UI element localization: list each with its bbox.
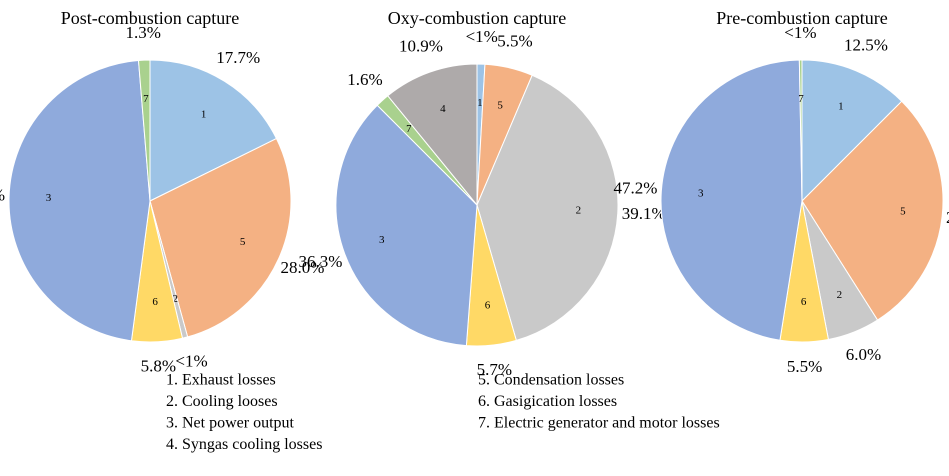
value-label: 6.0% bbox=[846, 345, 881, 364]
value-label: 5.5% bbox=[497, 31, 532, 50]
pie-slice bbox=[335, 104, 478, 347]
chart-title: Oxy-combustion capture bbox=[388, 8, 566, 28]
slice-category: 6 bbox=[801, 296, 807, 308]
legend-entry: 2. Cooling looses bbox=[166, 393, 278, 410]
value-label: 5.8% bbox=[141, 357, 176, 376]
value-label: <1% bbox=[175, 352, 207, 371]
slice-category: 7 bbox=[143, 93, 149, 105]
legend-entry: 7. Electric generator and motor losses bbox=[478, 415, 720, 432]
value-label: 5.7% bbox=[477, 360, 512, 379]
value-label: 46.6% bbox=[0, 186, 5, 205]
slice-category: 2 bbox=[837, 289, 843, 301]
value-label: 28.0% bbox=[280, 258, 324, 277]
pie-slice bbox=[8, 59, 151, 342]
slice-category: 3 bbox=[379, 234, 385, 246]
chart-title: Post-combustion capture bbox=[61, 8, 239, 28]
slice-category: 2 bbox=[576, 205, 582, 217]
value-label: 47.2% bbox=[613, 178, 657, 197]
pie-slice bbox=[149, 137, 292, 338]
slice-category: 3 bbox=[46, 192, 52, 204]
value-label: 5.5% bbox=[787, 357, 822, 376]
value-label: 36.3% bbox=[298, 252, 342, 271]
slice-category: 1 bbox=[201, 108, 207, 120]
chart-title: Pre-combustion capture bbox=[716, 8, 887, 28]
slice-category: 2 bbox=[172, 293, 178, 305]
pie-slice bbox=[137, 59, 151, 202]
value-label: 10.9% bbox=[399, 37, 443, 56]
value-label: 17.7% bbox=[216, 48, 260, 67]
value-label: 1.6% bbox=[347, 70, 382, 89]
slice-category: 5 bbox=[900, 206, 906, 218]
value-label: 39.1% bbox=[622, 204, 666, 223]
slice-category: 4 bbox=[440, 103, 446, 115]
value-label: <1% bbox=[466, 27, 498, 46]
value-label: 1.3% bbox=[125, 23, 160, 42]
slice-category: 3 bbox=[698, 188, 704, 200]
slice-category: 7 bbox=[798, 93, 804, 105]
pie-slice bbox=[660, 59, 803, 341]
pie-slice bbox=[798, 59, 803, 202]
value-label: <1% bbox=[784, 23, 816, 42]
legend-entry: 1. Exhaust losses bbox=[166, 372, 276, 389]
legend-entry: 3. Net power output bbox=[166, 415, 295, 432]
slice-category: 5 bbox=[497, 100, 503, 112]
slice-category: 1 bbox=[477, 97, 483, 109]
legend-entry: 5. Condensation losses bbox=[478, 372, 624, 389]
legend-entry: 6. Gasigication losses bbox=[478, 393, 617, 410]
value-label: 28.5% bbox=[946, 208, 949, 227]
pie-slice bbox=[149, 59, 278, 202]
pie-slice bbox=[801, 59, 903, 203]
slice-category: 6 bbox=[485, 300, 491, 312]
pie-slice bbox=[387, 63, 478, 207]
slice-category: 6 bbox=[152, 296, 158, 308]
slice-category: 5 bbox=[240, 236, 246, 248]
value-label: 12.5% bbox=[844, 36, 888, 55]
legend-entry: 4. Syngas cooling losses bbox=[166, 436, 322, 453]
pie-slice bbox=[476, 74, 619, 342]
pie-slice bbox=[801, 100, 944, 321]
slice-category: 1 bbox=[838, 101, 844, 113]
slice-category: 7 bbox=[406, 123, 412, 135]
